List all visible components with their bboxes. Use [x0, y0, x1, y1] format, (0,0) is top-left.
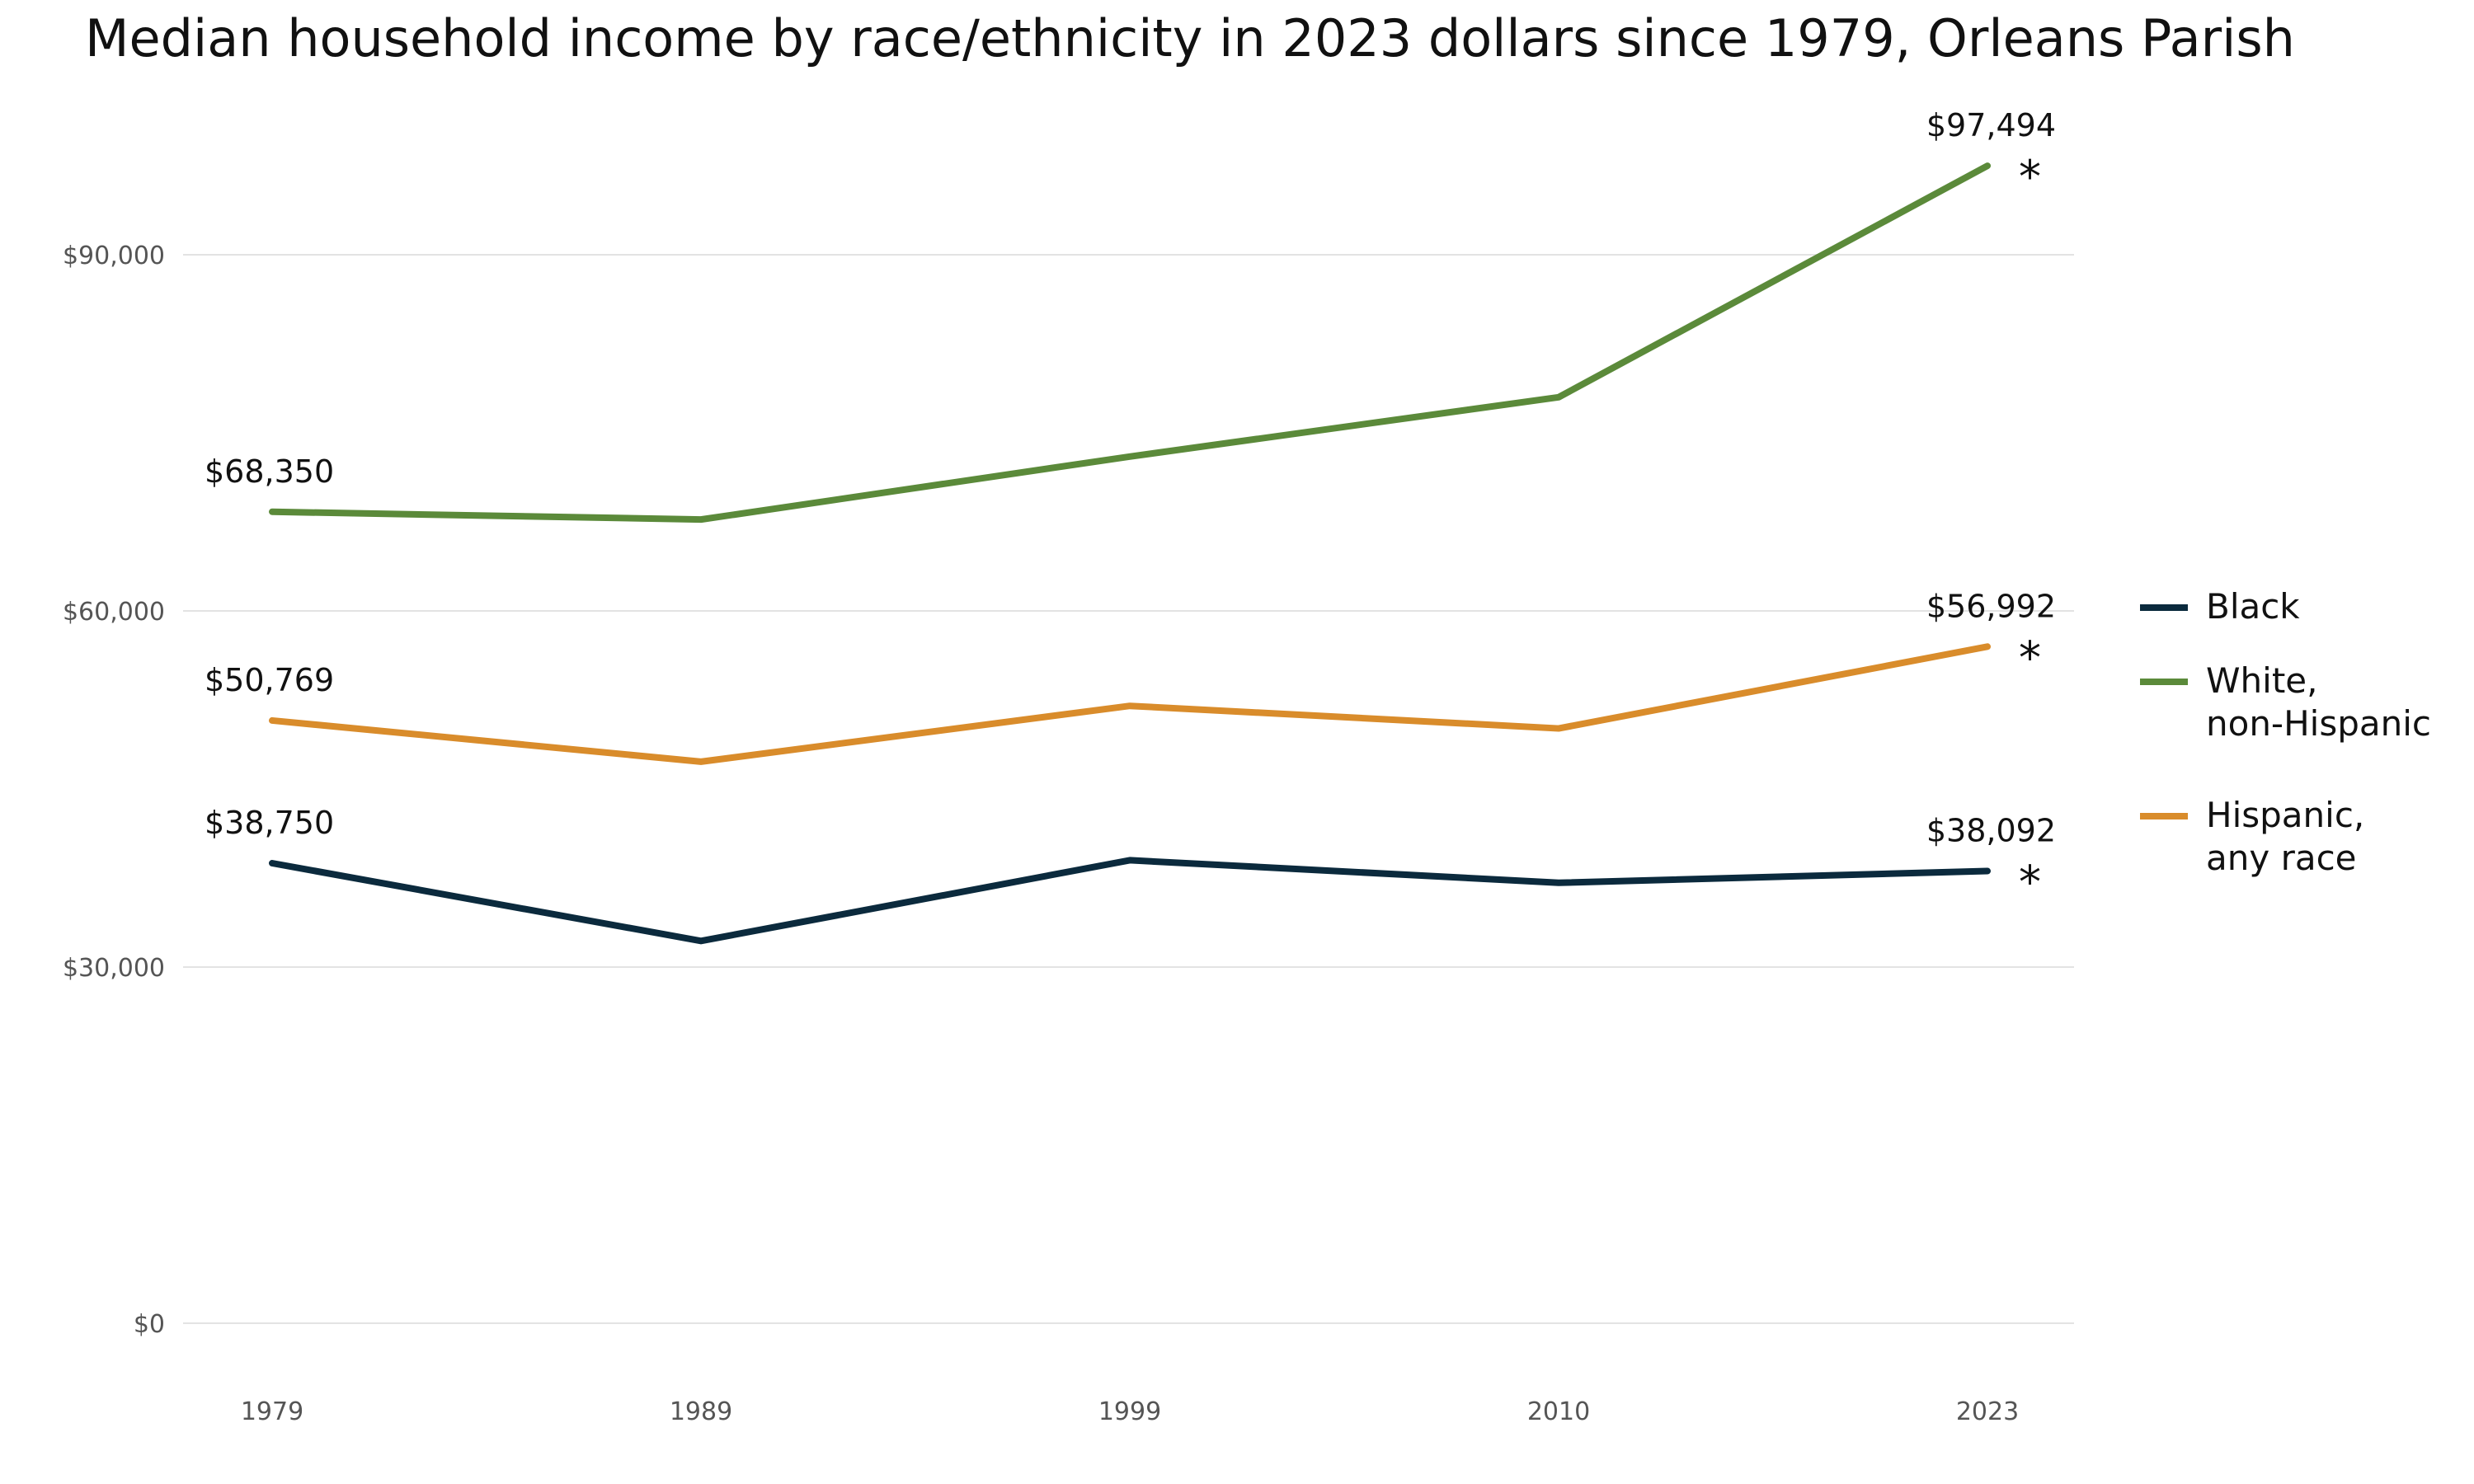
- end-value-label: $97,494: [1926, 107, 2056, 143]
- start-value-label: $38,750: [205, 805, 334, 841]
- y-axis-ticks: $0 $30,000 $60,000 $90,000: [63, 242, 165, 1339]
- y-tick-label: $30,000: [63, 954, 165, 983]
- legend: Black White,non-Hispanic Hispanic,any race: [2140, 586, 2431, 878]
- start-value-label: $68,350: [205, 453, 334, 490]
- data-labels: $38,750 $38,092 * $68,350 $97,494 * $50,769 $56…: [205, 107, 2056, 908]
- legend-label: any race: [2206, 838, 2357, 878]
- x-tick-label: 1979: [241, 1397, 303, 1426]
- x-axis-ticks: 1979 1989 1999 2010 2023: [241, 1397, 2019, 1426]
- legend-label: Hispanic,: [2206, 795, 2364, 835]
- chart-title: Median household income by race/ethnicit…: [85, 8, 2295, 68]
- x-tick-label: 1999: [1098, 1397, 1161, 1426]
- legend-label: White,: [2206, 660, 2317, 701]
- x-tick-label: 2010: [1527, 1397, 1590, 1426]
- x-tick-label: 2023: [1956, 1397, 2019, 1426]
- series-line: [269, 643, 1991, 765]
- y-tick-label: $0: [134, 1310, 165, 1339]
- legend-label: Black: [2206, 586, 2300, 627]
- end-value-label: $56,992: [1926, 588, 2056, 624]
- grid-lines: [183, 254, 2074, 1324]
- x-tick-label: 1989: [670, 1397, 732, 1426]
- y-tick-label: $90,000: [63, 242, 165, 270]
- end-asterisk: *: [2019, 632, 2041, 683]
- end-asterisk: *: [2019, 856, 2041, 908]
- series-line: [269, 162, 1991, 524]
- series-line: [269, 857, 1991, 945]
- y-tick-label: $60,000: [63, 598, 165, 627]
- end-value-label: $38,092: [1926, 812, 2056, 848]
- start-value-label: $50,769: [205, 662, 334, 698]
- series-lines: [269, 162, 1991, 945]
- end-asterisk: *: [2019, 151, 2041, 203]
- legend-label: non-Hispanic: [2206, 703, 2431, 744]
